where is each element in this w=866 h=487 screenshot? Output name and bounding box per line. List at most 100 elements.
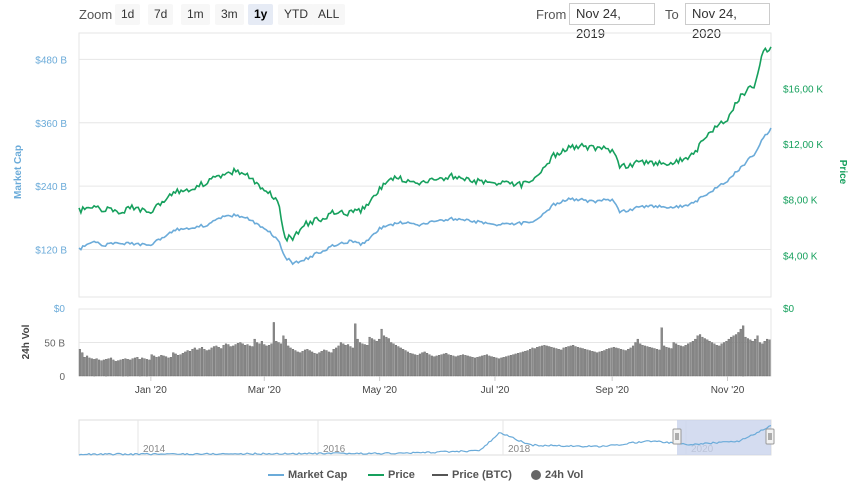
volume-bar bbox=[397, 346, 400, 377]
legend-price-label: Price bbox=[388, 469, 415, 481]
right-tick-label: $12,00 K bbox=[783, 140, 823, 151]
volume-bar bbox=[217, 347, 220, 377]
legend-price-btc-swatch bbox=[432, 474, 448, 477]
volume-bar bbox=[181, 353, 184, 377]
volume-bar bbox=[509, 355, 512, 377]
volume-bar bbox=[488, 355, 491, 377]
volume-bar bbox=[667, 347, 670, 377]
volume-bar bbox=[114, 361, 117, 377]
volume-bar bbox=[766, 338, 769, 377]
volume-bar bbox=[150, 354, 153, 377]
volume-bar bbox=[399, 347, 402, 377]
volume-bar bbox=[471, 357, 474, 377]
volume-bar bbox=[351, 347, 354, 377]
volume-bar bbox=[330, 352, 333, 377]
volume-bar bbox=[442, 353, 445, 377]
volume-bar bbox=[78, 349, 81, 377]
right-tick-label: $8,00 K bbox=[783, 196, 818, 207]
zoom-3m-button[interactable]: 3m bbox=[215, 4, 244, 25]
legend-market-cap-swatch bbox=[268, 474, 284, 477]
volume-bar bbox=[227, 344, 230, 377]
volume-bar bbox=[615, 347, 618, 377]
volume-bar bbox=[318, 352, 321, 377]
volume-bar bbox=[435, 355, 438, 377]
legend-24h-vol-label: 24h Vol bbox=[545, 469, 584, 481]
navigator-left-handle[interactable] bbox=[672, 428, 682, 445]
volume-bar bbox=[555, 348, 558, 377]
from-date-input[interactable]: Nov 24, 2019 bbox=[569, 3, 655, 41]
zoom-1d-button[interactable]: 1d bbox=[115, 4, 141, 25]
volume-bar bbox=[246, 344, 249, 377]
volume-bar bbox=[263, 344, 266, 377]
volume-bar bbox=[548, 346, 551, 377]
volume-bar bbox=[380, 328, 383, 377]
volume-bar bbox=[521, 351, 524, 377]
volume-bar bbox=[414, 354, 417, 377]
right-tick-label: $16,00 K bbox=[783, 85, 823, 96]
volume-bar bbox=[560, 349, 563, 377]
zoom-1m-button[interactable]: 1m bbox=[181, 4, 210, 25]
volume-bar bbox=[100, 360, 103, 377]
volume-bar bbox=[335, 347, 338, 377]
volume-bar bbox=[83, 357, 86, 377]
navigator-tick-label: 2014 bbox=[143, 444, 166, 455]
volume-bar bbox=[136, 357, 139, 377]
series-lines bbox=[78, 46, 772, 266]
navigator[interactable]: 2014201620182020 bbox=[78, 419, 775, 456]
volume-bar bbox=[205, 350, 208, 377]
volume-bar bbox=[95, 358, 98, 377]
to-date-input[interactable]: Nov 24, 2020 bbox=[685, 3, 770, 41]
volume-bar bbox=[517, 353, 520, 377]
volume-bar bbox=[608, 348, 611, 377]
volume-bar bbox=[392, 343, 395, 377]
volume-bar bbox=[730, 336, 733, 377]
volume-bar bbox=[323, 349, 326, 377]
volume-bar bbox=[581, 348, 584, 377]
volume-bar bbox=[660, 327, 663, 377]
zoom-all-button[interactable]: ALL bbox=[312, 4, 346, 25]
volume-bar bbox=[342, 343, 345, 377]
volume-bar bbox=[313, 353, 316, 377]
zoom-7d-button[interactable]: 7d bbox=[148, 4, 174, 25]
volume-bar bbox=[734, 334, 738, 377]
volume-bar bbox=[641, 345, 644, 377]
market-cap-line bbox=[78, 127, 772, 266]
volume-bar bbox=[138, 359, 141, 377]
volume-bar bbox=[512, 354, 515, 377]
volume-bar bbox=[612, 347, 615, 377]
volume-bar bbox=[416, 355, 419, 377]
volume-bar bbox=[174, 353, 177, 377]
volume-bar bbox=[294, 350, 297, 377]
zoom-ytd-button[interactable]: YTD bbox=[278, 4, 314, 25]
volume-bar bbox=[696, 335, 699, 377]
legend-24h-vol[interactable]: 24h Vol bbox=[531, 469, 583, 481]
volume-bar bbox=[210, 347, 213, 377]
volume-bar bbox=[713, 343, 716, 377]
zoom-1y-button[interactable]: 1y bbox=[248, 4, 274, 25]
volume-axis-title: 24h Vol bbox=[21, 324, 32, 359]
navigator-right-handle[interactable] bbox=[765, 428, 775, 445]
legend-price-btc[interactable]: Price (BTC) bbox=[432, 469, 512, 481]
to-label: To bbox=[665, 7, 679, 22]
volume-bar bbox=[533, 348, 536, 377]
volume-bar bbox=[720, 343, 723, 377]
volume-bar bbox=[251, 346, 254, 377]
volume-bar bbox=[222, 345, 225, 377]
volume-bar bbox=[691, 341, 694, 377]
volume-bar bbox=[540, 345, 544, 377]
volume-bar bbox=[179, 354, 182, 377]
left-tick-label: $240 B bbox=[35, 182, 67, 193]
volume-bar bbox=[275, 341, 278, 377]
volume-bar bbox=[576, 347, 579, 377]
volume-bar bbox=[701, 336, 704, 377]
volume-bar bbox=[121, 359, 125, 377]
volume-bar bbox=[596, 352, 599, 377]
legend-market-cap[interactable]: Market Cap bbox=[268, 469, 347, 481]
x-tick-label: Mar '20 bbox=[248, 385, 281, 396]
volume-bar bbox=[634, 342, 637, 377]
volume-bar bbox=[500, 357, 503, 377]
volume-bar bbox=[648, 347, 651, 377]
legend-price[interactable]: Price bbox=[368, 469, 415, 481]
volume-bar bbox=[411, 353, 414, 377]
